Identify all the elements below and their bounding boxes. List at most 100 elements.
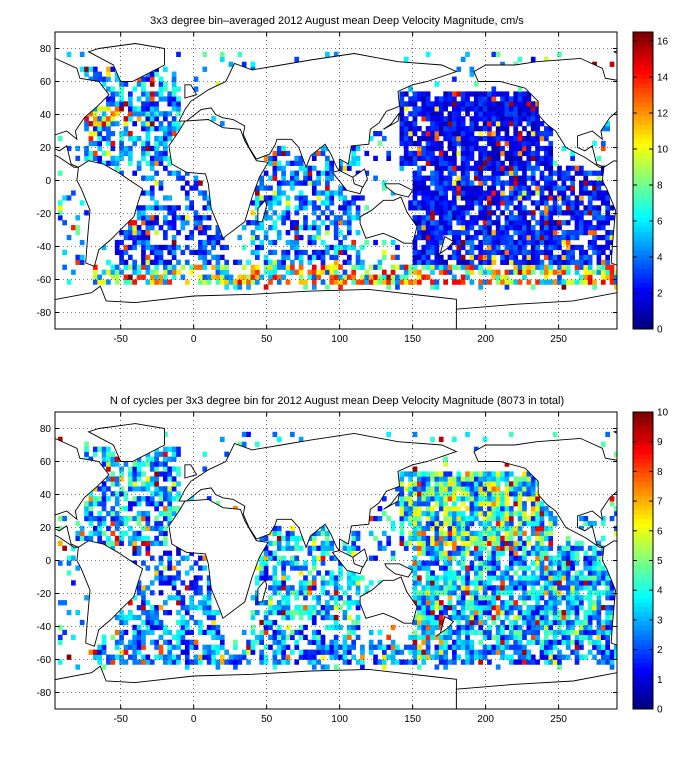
heatmap-cell — [412, 239, 418, 246]
heatmap-cell — [281, 560, 286, 566]
heatmap-cell — [421, 595, 427, 601]
heatmap-cell — [452, 515, 457, 522]
heatmap-cell — [57, 135, 63, 142]
heatmap-cell — [158, 570, 164, 576]
heatmap-cell — [460, 580, 466, 586]
heatmap-cell — [500, 190, 505, 196]
heatmap-cell — [500, 550, 505, 556]
heatmap-cell — [333, 254, 339, 260]
heatmap-cell — [127, 225, 133, 231]
heatmap-cell — [171, 76, 177, 82]
heatmap-cell — [198, 555, 203, 561]
heatmap-cell — [526, 145, 532, 152]
heatmap-cell — [421, 491, 427, 497]
heatmap-cell — [443, 605, 448, 611]
heatmap-cell — [504, 575, 510, 581]
heatmap-cell — [452, 249, 457, 256]
heatmap-cell — [434, 560, 440, 566]
heatmap-cell — [579, 244, 584, 251]
heatmap-cell — [285, 254, 291, 260]
colorbar-swatch — [633, 36, 653, 42]
heatmap-cell — [522, 101, 527, 107]
heatmap-cell — [163, 535, 168, 541]
heatmap-cell — [171, 234, 177, 241]
heatmap-cell — [430, 135, 435, 142]
heatmap-cell — [71, 634, 76, 640]
heatmap-cell — [548, 560, 554, 566]
heatmap-cell — [443, 639, 448, 645]
heatmap-cell — [452, 506, 457, 512]
heatmap-cell — [254, 205, 260, 211]
heatmap-cell — [176, 51, 181, 58]
heatmap-cell — [329, 570, 335, 576]
heatmap-cell — [473, 614, 479, 621]
landmass — [76, 540, 144, 647]
heatmap-cell — [285, 659, 291, 665]
heatmap-cell — [403, 264, 409, 270]
heatmap-cell — [417, 540, 422, 546]
heatmap-cell — [530, 180, 536, 186]
heatmap-cell — [469, 654, 475, 660]
heatmap-cell — [338, 644, 343, 650]
heatmap-cell — [473, 515, 479, 522]
heatmap-cell — [430, 580, 435, 586]
heatmap-cell — [596, 565, 602, 571]
heatmap-cell — [386, 431, 392, 438]
heatmap-cell — [237, 284, 243, 290]
heatmap-cell — [473, 215, 479, 221]
heatmap-cell — [565, 550, 571, 556]
heatmap-cell — [583, 585, 589, 591]
heatmap-cell — [215, 239, 221, 246]
heatmap-cell — [487, 239, 492, 246]
heatmap-cell — [508, 555, 514, 561]
heatmap-cell — [487, 575, 492, 581]
heatmap-cell — [114, 121, 120, 127]
heatmap-cell — [338, 239, 343, 246]
heatmap-cell — [456, 210, 462, 216]
heatmap-cell — [517, 605, 523, 611]
heatmap-cell — [508, 106, 514, 112]
heatmap-cell — [307, 274, 313, 280]
heatmap-cell — [408, 200, 413, 206]
heatmap-cell — [504, 131, 510, 137]
heatmap-cell — [478, 535, 484, 541]
heatmap-cell — [434, 525, 440, 532]
heatmap-cell — [176, 595, 181, 601]
heatmap-cell — [171, 116, 177, 122]
heatmap-cell — [127, 116, 133, 122]
heatmap-cell — [561, 180, 567, 186]
heatmap-cell — [84, 71, 89, 77]
heatmap-cell — [609, 619, 615, 626]
heatmap-cell — [522, 515, 527, 522]
heatmap-cell — [443, 101, 448, 107]
heatmap-cell — [62, 629, 67, 636]
heatmap-cell — [452, 580, 457, 586]
heatmap-cell — [491, 530, 497, 537]
heatmap-cell — [154, 461, 159, 467]
heatmap-cell — [351, 530, 357, 537]
heatmap-cell — [605, 659, 611, 665]
heatmap-cell — [452, 550, 457, 556]
heatmap-cell — [106, 135, 111, 142]
heatmap-cell — [517, 121, 523, 127]
heatmap-cell — [298, 570, 304, 576]
heatmap-cell — [561, 264, 567, 270]
heatmap-cell — [421, 234, 427, 241]
heatmap-cell — [123, 116, 129, 122]
heatmap-cell — [421, 496, 427, 502]
heatmap-cell — [171, 205, 177, 211]
heatmap-cell — [136, 605, 142, 611]
heatmap-cell — [530, 239, 536, 246]
heatmap-cell — [163, 230, 168, 236]
heatmap-cell — [206, 585, 212, 591]
heatmap-cell — [557, 190, 562, 196]
heatmap-cell — [452, 131, 457, 137]
heatmap-cell — [587, 565, 593, 571]
heatmap-cell — [465, 225, 470, 231]
heatmap-cell — [92, 116, 98, 122]
heatmap-cell — [438, 121, 444, 127]
heatmap-cell — [141, 254, 146, 260]
heatmap-cell — [136, 230, 142, 236]
heatmap-cell — [167, 644, 173, 650]
heatmap-cell — [141, 244, 146, 251]
